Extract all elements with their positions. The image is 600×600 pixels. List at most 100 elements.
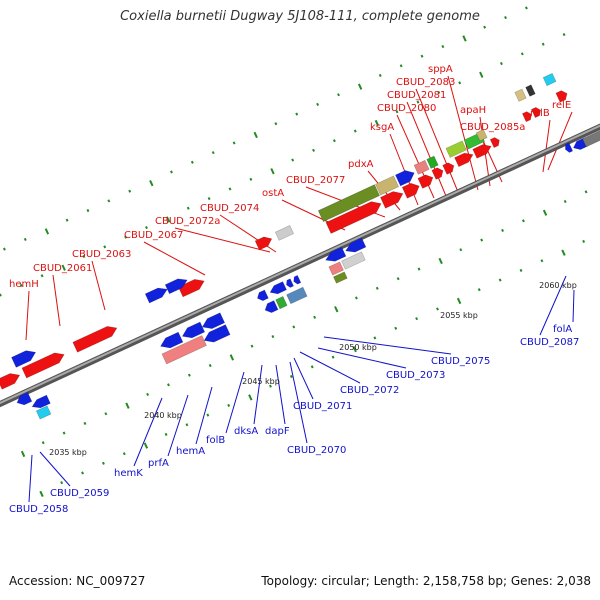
leader-line [275,364,286,425]
gene-label-hemA[interactable]: hemA [176,446,205,457]
gene-label-folB[interactable]: folB [206,435,225,446]
gene-arrow-olive-b[interactable] [333,271,348,284]
gene-arrow-hemK[interactable] [160,331,184,349]
tick-mark [354,296,358,300]
gene-arrow-blue-d[interactable] [395,170,415,187]
gene-arrow-CBUD_2067[interactable] [177,279,205,298]
gene-label-sppA[interactable]: sppA [428,64,453,75]
gene-label-CBUD_2087[interactable]: CBUD_2087 [520,337,579,348]
gene-label-CBUD_2067[interactable]: CBUD_2067 [124,230,183,241]
gene-arrow-CBUD_2085a[interactable] [489,137,500,149]
gene-arrow-relB[interactable] [521,111,532,123]
gene-arrow-CBUD_2070[interactable] [264,300,279,314]
gene-arrow-olive[interactable] [317,184,380,222]
gene-arrow-pink[interactable] [413,159,430,175]
gene-arrow-cyan-b[interactable] [35,405,52,420]
gene-label-CBUD_2061[interactable]: CBUD_2061 [33,263,92,274]
gene-arrow-small-c[interactable] [293,274,302,285]
gene-label-folA[interactable]: folA [553,324,572,335]
gene-label-CBUD_2070[interactable]: CBUD_2070 [287,445,346,456]
gene-arrow-blue-c[interactable] [164,278,188,295]
gene-label-dksA[interactable]: dksA [234,426,258,437]
gene-arrow-blue-a[interactable] [11,350,37,368]
scale-label: 2035 kbp [49,448,87,457]
tick-mark [149,180,154,187]
gene-arrow-green[interactable] [426,155,439,169]
gene-label-relE[interactable]: relE [552,100,571,111]
gene-arrow-prfA[interactable] [181,321,206,339]
gene-label-pdxA[interactable]: pdxA [348,159,374,170]
gene-label-CBUD_2080[interactable]: CBUD_2080 [377,103,436,114]
tick-mark [584,190,588,194]
gene-arrow-pink-c[interactable] [328,261,344,276]
gene-arrow-blue-b[interactable] [144,287,168,304]
gene-label-CBUD_2071[interactable]: CBUD_2071 [293,401,352,412]
gene-arrow-small[interactable] [514,88,527,102]
gene-arrow-sppA[interactable] [454,152,474,168]
tick-mark [375,286,379,290]
tick-mark [373,336,377,340]
gene-arrow-CBUD_2080[interactable] [431,167,444,180]
gene-arrow-grey[interactable] [274,225,295,241]
gene-arrow-CBUD_2072[interactable] [345,237,367,253]
gene-label-ostA[interactable]: ostA [262,188,284,199]
gene-arrow-CBUD_2081[interactable] [442,162,455,175]
gene-arrow-CBUD_2071[interactable] [325,246,347,262]
tick-mark [40,274,44,278]
gene-arrow-CBUD_2061[interactable] [21,352,65,379]
gene-arrow-ksgA[interactable] [417,174,434,189]
tick-mark [310,365,314,369]
scale-label: 2040 kbp [144,411,182,420]
gene-arrow-grey-b[interactable] [582,130,600,148]
gene-arrow-pdxA[interactable] [401,182,420,199]
gene-arrow-CBUD_2077[interactable] [380,191,404,209]
gene-arrow-dksA[interactable] [269,281,287,295]
gene-arrow-ostA[interactable] [325,201,382,234]
gene-arrow-apaH[interactable] [472,144,492,159]
leader-line [406,101,447,197]
gene-arrow-lime[interactable] [445,140,467,158]
gene-arrow-small-b[interactable] [286,278,294,288]
gene-arrow-red-edge[interactable] [555,90,568,103]
gene-label-relB[interactable]: relB [530,108,550,119]
gene-arrow-dark[interactable] [525,84,536,97]
gene-arrow-CBUD_2058[interactable] [31,394,51,409]
gene-arrow-dapF[interactable] [286,286,308,305]
gene-label-CBUD_2072[interactable]: CBUD_2072 [340,385,399,396]
gene-label-CBUD_2059[interactable]: CBUD_2059 [50,488,109,499]
gene-label-CBUD_2075[interactable]: CBUD_2075 [431,356,490,367]
gene-label-hemH[interactable]: hemH [9,279,39,290]
gene-arrow-green-c[interactable] [275,295,288,310]
gene-arrow-relE[interactable] [531,107,541,118]
gene-label-CBUD_2058[interactable]: CBUD_2058 [9,504,68,515]
gene-label-CBUD_2085a[interactable]: CBUD_2085a [460,122,525,133]
gene-arrow-blue-e[interactable] [203,324,231,343]
gene-arrow-hemH[interactable] [0,373,21,390]
gene-label-hemK[interactable]: hemK [114,468,143,479]
gene-label-CBUD_2074[interactable]: CBUD_2074 [200,203,259,214]
gene-arrow-blue-f[interactable] [16,391,33,406]
gene-label-CBUD_2081[interactable]: CBUD_2081 [387,90,446,101]
gene-arrow-pink-b[interactable] [161,335,207,365]
gene-label-CBUD_2077[interactable]: CBUD_2077 [286,175,345,186]
gene-arrow-folB[interactable] [257,289,269,302]
tick-mark [312,148,315,152]
tick-mark [498,278,502,282]
gene-label-ksgA[interactable]: ksgA [370,122,394,133]
gene-arrow-hemA[interactable] [201,312,226,329]
gene-label-CBUD_2083[interactable]: CBUD_2083 [396,77,455,88]
gene-arrow-CBUD_2073[interactable] [341,251,366,270]
gene-label-prfA[interactable]: prfA [148,458,169,469]
gene-arrow-CBUD_2063[interactable] [72,326,118,353]
gene-arrow-CBUD_2072a[interactable] [254,236,273,251]
gene-arrow-tan[interactable] [375,175,400,196]
gene-label-dapF[interactable]: dapF [265,426,290,437]
gene-arrow-cyan[interactable] [542,72,557,87]
tick-mark [41,441,45,445]
gene-arrow-tan-b[interactable] [475,129,488,142]
gene-label-CBUD_2073[interactable]: CBUD_2073 [386,370,445,381]
gene-label-CBUD_2072a[interactable]: CBUD_2072a [155,216,220,227]
gene-label-CBUD_2063[interactable]: CBUD_2063 [72,249,131,260]
gene-label-apaH[interactable]: apaH [460,105,486,116]
gene-arrow-CBUD_2087[interactable] [565,142,574,153]
